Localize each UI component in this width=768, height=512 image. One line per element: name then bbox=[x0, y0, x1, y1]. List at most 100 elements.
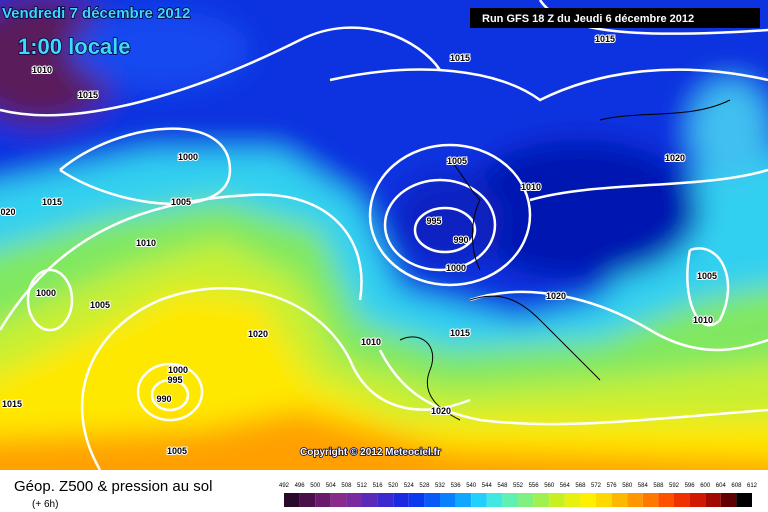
scale-label: 588 bbox=[653, 483, 664, 489]
scale-label: 548 bbox=[497, 483, 508, 489]
color-swatch bbox=[315, 493, 331, 507]
isobar-label: 990 bbox=[156, 394, 171, 404]
scale-label: 604 bbox=[716, 483, 727, 489]
color-swatch bbox=[611, 493, 628, 507]
color-swatch bbox=[705, 493, 721, 507]
legend-lead: (+ 6h) bbox=[32, 499, 58, 510]
scale-label: 540 bbox=[466, 483, 477, 489]
isobar-label: 1020 bbox=[665, 153, 685, 163]
run-info: Run GFS 18 Z du Jeudi 6 décembre 2012 bbox=[482, 13, 694, 25]
scale-label: 592 bbox=[669, 483, 680, 489]
isobar-label: 1005 bbox=[171, 197, 191, 207]
scale-label: 516 bbox=[373, 483, 384, 489]
isobar-label: 1000 bbox=[168, 365, 188, 375]
scale-label: 608 bbox=[731, 483, 742, 489]
map-title: Vendredi 7 décembre 2012 bbox=[2, 5, 190, 22]
isobar-label: 1010 bbox=[136, 238, 156, 248]
scale-label: 572 bbox=[591, 483, 602, 489]
scale-label: 564 bbox=[560, 483, 571, 489]
color-swatch bbox=[330, 493, 347, 507]
color-scale: 492 496 500 504 508 512 516 520 524 528 532 536 540 5… bbox=[279, 483, 758, 507]
color-swatch bbox=[346, 493, 362, 507]
color-swatch bbox=[627, 493, 643, 507]
color-swatch bbox=[471, 493, 487, 507]
isobar-label: 1015 bbox=[450, 328, 470, 338]
isobar-label: 020 bbox=[0, 207, 15, 217]
color-swatch bbox=[549, 493, 565, 507]
scale-label: 584 bbox=[638, 483, 649, 489]
scale-label: 556 bbox=[529, 483, 540, 489]
color-swatch bbox=[580, 493, 596, 507]
scale-label: 532 bbox=[435, 483, 446, 489]
scale-label: 552 bbox=[513, 483, 524, 489]
scale-label: 576 bbox=[607, 483, 618, 489]
scale-label: 512 bbox=[357, 483, 368, 489]
color-swatch bbox=[596, 493, 612, 507]
color-swatch bbox=[658, 493, 674, 507]
scale-label: 500 bbox=[310, 483, 321, 489]
scale-label: 520 bbox=[388, 483, 399, 489]
isobar-label: 1020 bbox=[546, 291, 566, 301]
isobar-label: 1015 bbox=[2, 399, 22, 409]
isobar-label: 1005 bbox=[447, 156, 467, 166]
color-swatch bbox=[408, 493, 425, 507]
isobar-labels: 1010 1015 1000 1015 1005 1010 020 1000 1005 1015 1… bbox=[0, 33, 718, 457]
color-swatch bbox=[455, 493, 472, 507]
scale-label: 596 bbox=[685, 483, 696, 489]
isobar-label: 1005 bbox=[167, 446, 187, 456]
color-swatch bbox=[424, 493, 440, 507]
color-swatch bbox=[486, 493, 503, 507]
color-swatch bbox=[564, 493, 581, 507]
color-swatch bbox=[299, 493, 316, 507]
isobar-label: 1015 bbox=[450, 53, 470, 63]
isobar-label: 1010 bbox=[32, 65, 52, 75]
color-swatch bbox=[518, 493, 534, 507]
scale-label: 496 bbox=[295, 483, 306, 489]
scale-label: 508 bbox=[341, 483, 352, 489]
isobar-label: 1010 bbox=[693, 315, 713, 325]
color-swatch bbox=[284, 493, 300, 507]
isobar-label: 1010 bbox=[361, 337, 381, 347]
scale-label: 600 bbox=[700, 483, 711, 489]
scale-label: 524 bbox=[404, 483, 415, 489]
map-subtitle: 1:00 locale bbox=[18, 34, 131, 59]
scale-label: 492 bbox=[279, 483, 290, 489]
color-swatch bbox=[689, 493, 706, 507]
copyright: Copyright © 2012 Meteociel.fr bbox=[300, 447, 441, 458]
isobar-label: 1000 bbox=[36, 288, 56, 298]
color-swatch bbox=[642, 493, 659, 507]
run-box bbox=[470, 8, 760, 28]
isobar-label: 995 bbox=[167, 375, 182, 385]
isobar-label: 1015 bbox=[595, 34, 615, 44]
scale-label: 504 bbox=[326, 483, 337, 489]
isobar-label: 1005 bbox=[697, 271, 717, 281]
color-swatch bbox=[393, 493, 409, 507]
scale-label: 568 bbox=[575, 483, 586, 489]
legend-title: Géop. Z500 & pression au sol bbox=[14, 478, 212, 495]
isobar-label: 1005 bbox=[90, 300, 110, 310]
color-swatch bbox=[674, 493, 690, 507]
color-swatch bbox=[502, 493, 518, 507]
isobar-label: 1015 bbox=[78, 90, 98, 100]
scale-label: 580 bbox=[622, 483, 633, 489]
scale-label: 612 bbox=[747, 483, 758, 489]
isobar-label: 1000 bbox=[178, 152, 198, 162]
scale-label: 536 bbox=[451, 483, 462, 489]
color-swatch bbox=[736, 493, 752, 507]
isobar-label: 1020 bbox=[248, 329, 268, 339]
scale-label: 528 bbox=[419, 483, 430, 489]
coastlines bbox=[399, 99, 731, 421]
isobar-label: 990 bbox=[453, 235, 468, 245]
color-swatch bbox=[720, 493, 737, 507]
isobar-label: 1000 bbox=[446, 263, 466, 273]
scale-label: 560 bbox=[544, 483, 555, 489]
isobar-lines bbox=[0, 0, 768, 470]
isobar-label: 1015 bbox=[42, 197, 62, 207]
scale-label: 544 bbox=[482, 483, 493, 489]
color-swatch bbox=[440, 493, 456, 507]
color-swatch bbox=[362, 493, 378, 507]
color-swatch bbox=[533, 493, 550, 507]
